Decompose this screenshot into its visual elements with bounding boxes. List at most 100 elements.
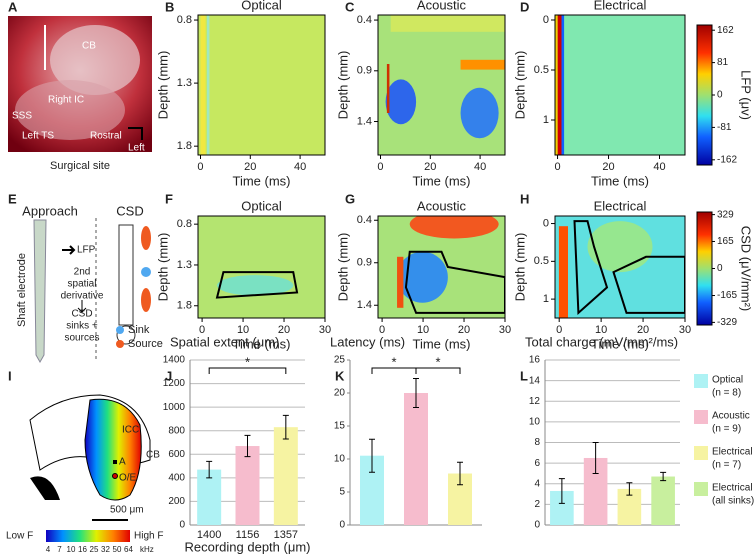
legend-label: Acoustic [712, 411, 750, 422]
step-label: sources [64, 333, 99, 344]
photo-label: CB [82, 41, 96, 52]
colorbar-tick-label: -81 [717, 122, 732, 133]
panel-letter: F [165, 191, 173, 206]
chart-title: Total charge (mV/mm²/ms) [525, 334, 678, 349]
colorbar [696, 24, 713, 166]
legend-swatch [694, 482, 708, 496]
photo-region [50, 25, 140, 95]
freq-tick: 50 [113, 545, 122, 554]
y-tick-label: 400 [168, 472, 185, 483]
sink-blob [141, 267, 151, 277]
x-axis-label: Time (ms) [232, 336, 290, 351]
contour [404, 250, 505, 314]
y-tick-label: 10 [529, 417, 541, 428]
freq-tick: 64 [124, 545, 133, 554]
legend-label: Source [128, 338, 163, 350]
x-tick-label: 30 [679, 324, 691, 336]
y-axis-label: Depth (mm) [155, 51, 170, 120]
heatmap-region [217, 275, 294, 296]
panel-i [29, 394, 151, 542]
significance-star: * [245, 354, 250, 369]
x-tick-label: 0 [379, 324, 385, 336]
y-tick-label: 0.9 [357, 65, 372, 77]
error-bar [282, 414, 289, 440]
y-axis-label: Depth (mm) [335, 51, 350, 120]
legend-label: Optical [712, 375, 743, 386]
x-tick-label: 30 [319, 324, 331, 336]
header: Approach [22, 203, 78, 218]
bar [651, 476, 675, 525]
chart-title: Spatial extent (μm) [170, 334, 279, 349]
heatmap-image [198, 216, 325, 318]
heatmap-region [206, 15, 210, 155]
y-tick-label: 1.4 [357, 115, 372, 127]
panel-letter: A [8, 0, 18, 14]
heatmap-region [561, 15, 565, 155]
y-tick-label: 16 [529, 355, 541, 366]
y-tick-label: 10 [334, 454, 346, 465]
heatmap-region [557, 15, 562, 155]
ventricle [30, 476, 60, 500]
heatmap-image [198, 15, 325, 155]
legend-label: (all sinks) [712, 496, 754, 507]
heatmap-image [378, 216, 505, 318]
error-bar [413, 377, 419, 409]
x-axis-label: Recording depth (μm) [185, 539, 311, 554]
heatmap-region [460, 59, 505, 70]
x-tick-label: 10 [595, 324, 607, 336]
colorbar-tick-label: 162 [717, 25, 734, 36]
y-tick-label: 0.8 [177, 14, 192, 26]
x-tick-label: 0 [197, 161, 203, 173]
panel-letter: E [8, 191, 17, 206]
bar [617, 488, 642, 525]
y-tick-label: 12 [529, 396, 541, 407]
freq-tick: 25 [90, 545, 99, 554]
plot-frame [554, 14, 686, 156]
x-tick-label: 20 [458, 324, 470, 336]
y-tick-label: 4 [534, 478, 540, 489]
legend-label: (n = 8) [712, 388, 741, 399]
heatmap-image [378, 15, 505, 155]
panel-letter: I [8, 368, 12, 383]
arrow [77, 300, 87, 313]
scale-label: Low F [6, 531, 33, 542]
plot-frame [377, 14, 506, 156]
colorbar-tick-label: -162 [717, 154, 737, 165]
error-bar [558, 478, 565, 504]
y-tick-label: 0 [543, 217, 549, 229]
bar [404, 393, 428, 525]
photo-label: Left TS [22, 131, 54, 142]
site-marker [113, 460, 117, 464]
y-axis-label: Depth (mm) [512, 233, 527, 302]
freq-tick: 10 [67, 545, 76, 554]
colorbar-label: LFP (μv) [739, 70, 754, 120]
chart-title: Optical [241, 0, 282, 12]
chart-title: Electrical [594, 0, 647, 12]
x-axis-label: Time (ms) [412, 173, 470, 188]
panel-letter: K [335, 368, 345, 383]
y-tick-label: 2 [534, 499, 540, 510]
colorbar-tick-label: -165 [717, 290, 737, 301]
x-tick-label: 40 [653, 161, 665, 173]
y-tick-label: 25 [334, 355, 346, 366]
y-tick-label: 0.4 [357, 214, 372, 226]
y-tick-label: 1.8 [177, 300, 192, 312]
y-tick-label: 14 [529, 375, 541, 386]
plot-frame [197, 14, 326, 156]
x-tick-label: 1400 [197, 529, 221, 541]
legend-label: Sink [128, 324, 150, 336]
photo-label: Rostral [90, 131, 122, 142]
freq-tick: 32 [101, 545, 110, 554]
heatmap-image [555, 15, 685, 155]
electrode-diagram [116, 325, 136, 345]
scale-label: High F [134, 531, 163, 542]
heatmap-region [200, 15, 206, 155]
x-tick-label: 10 [417, 324, 429, 336]
y-tick-label: 5 [339, 487, 345, 498]
step-label: sinks + [66, 321, 98, 332]
significance-star: * [435, 354, 440, 369]
heatmap-region [198, 15, 325, 155]
colorbar-label: CSD (μV/mm²) [739, 226, 754, 311]
legend-label: (n = 9) [712, 424, 741, 435]
freq-colorbar [46, 530, 130, 542]
